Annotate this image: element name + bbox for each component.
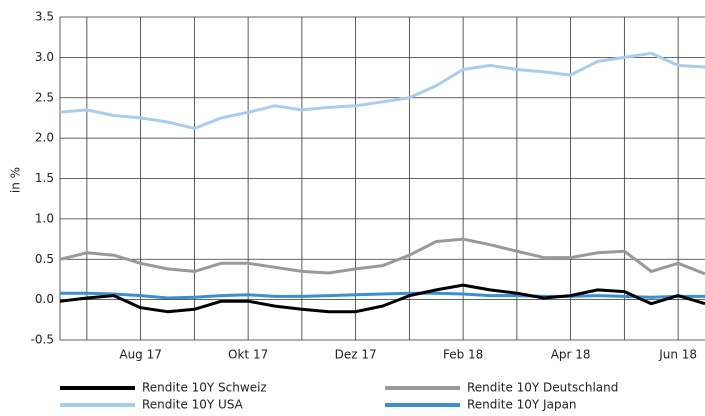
series-line [60, 291, 705, 300]
y-tick-label: 0.5 [35, 252, 54, 266]
x-tick-label: Aug 17 [119, 348, 162, 362]
y-tick-label: 3.5 [35, 10, 54, 24]
legend-label: Rendite 10Y Deutschland [467, 381, 618, 395]
y-tick-label: 3.0 [35, 50, 54, 64]
legend-label: Rendite 10Y Japan [467, 398, 577, 412]
y-tick-label: 1.0 [35, 211, 54, 225]
legend-label: Rendite 10Y Schweiz [142, 381, 267, 395]
series-line [59, 51, 705, 130]
legend-label: Rendite 10Y USA [142, 398, 244, 412]
x-tick-label: Feb 18 [443, 348, 483, 362]
y-tick-label: 1.5 [35, 171, 54, 185]
series-line [59, 237, 705, 276]
x-tick-label: Okt 17 [228, 348, 268, 362]
y-tick-label: 2.5 [35, 90, 54, 104]
series-line [59, 283, 705, 314]
y-tick-label: 0.0 [35, 292, 54, 306]
x-tick-label: Apr 18 [551, 348, 591, 362]
x-tick-label: Jun 18 [658, 348, 697, 362]
y-tick-label: 2.0 [35, 131, 54, 145]
y-axis-label: in % [9, 167, 23, 193]
y-tick-label: -0.5 [31, 333, 54, 347]
x-tick-label: Dez 17 [335, 348, 377, 362]
